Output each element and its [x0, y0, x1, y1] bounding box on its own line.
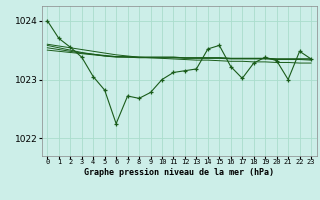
X-axis label: Graphe pression niveau de la mer (hPa): Graphe pression niveau de la mer (hPa): [84, 168, 274, 177]
